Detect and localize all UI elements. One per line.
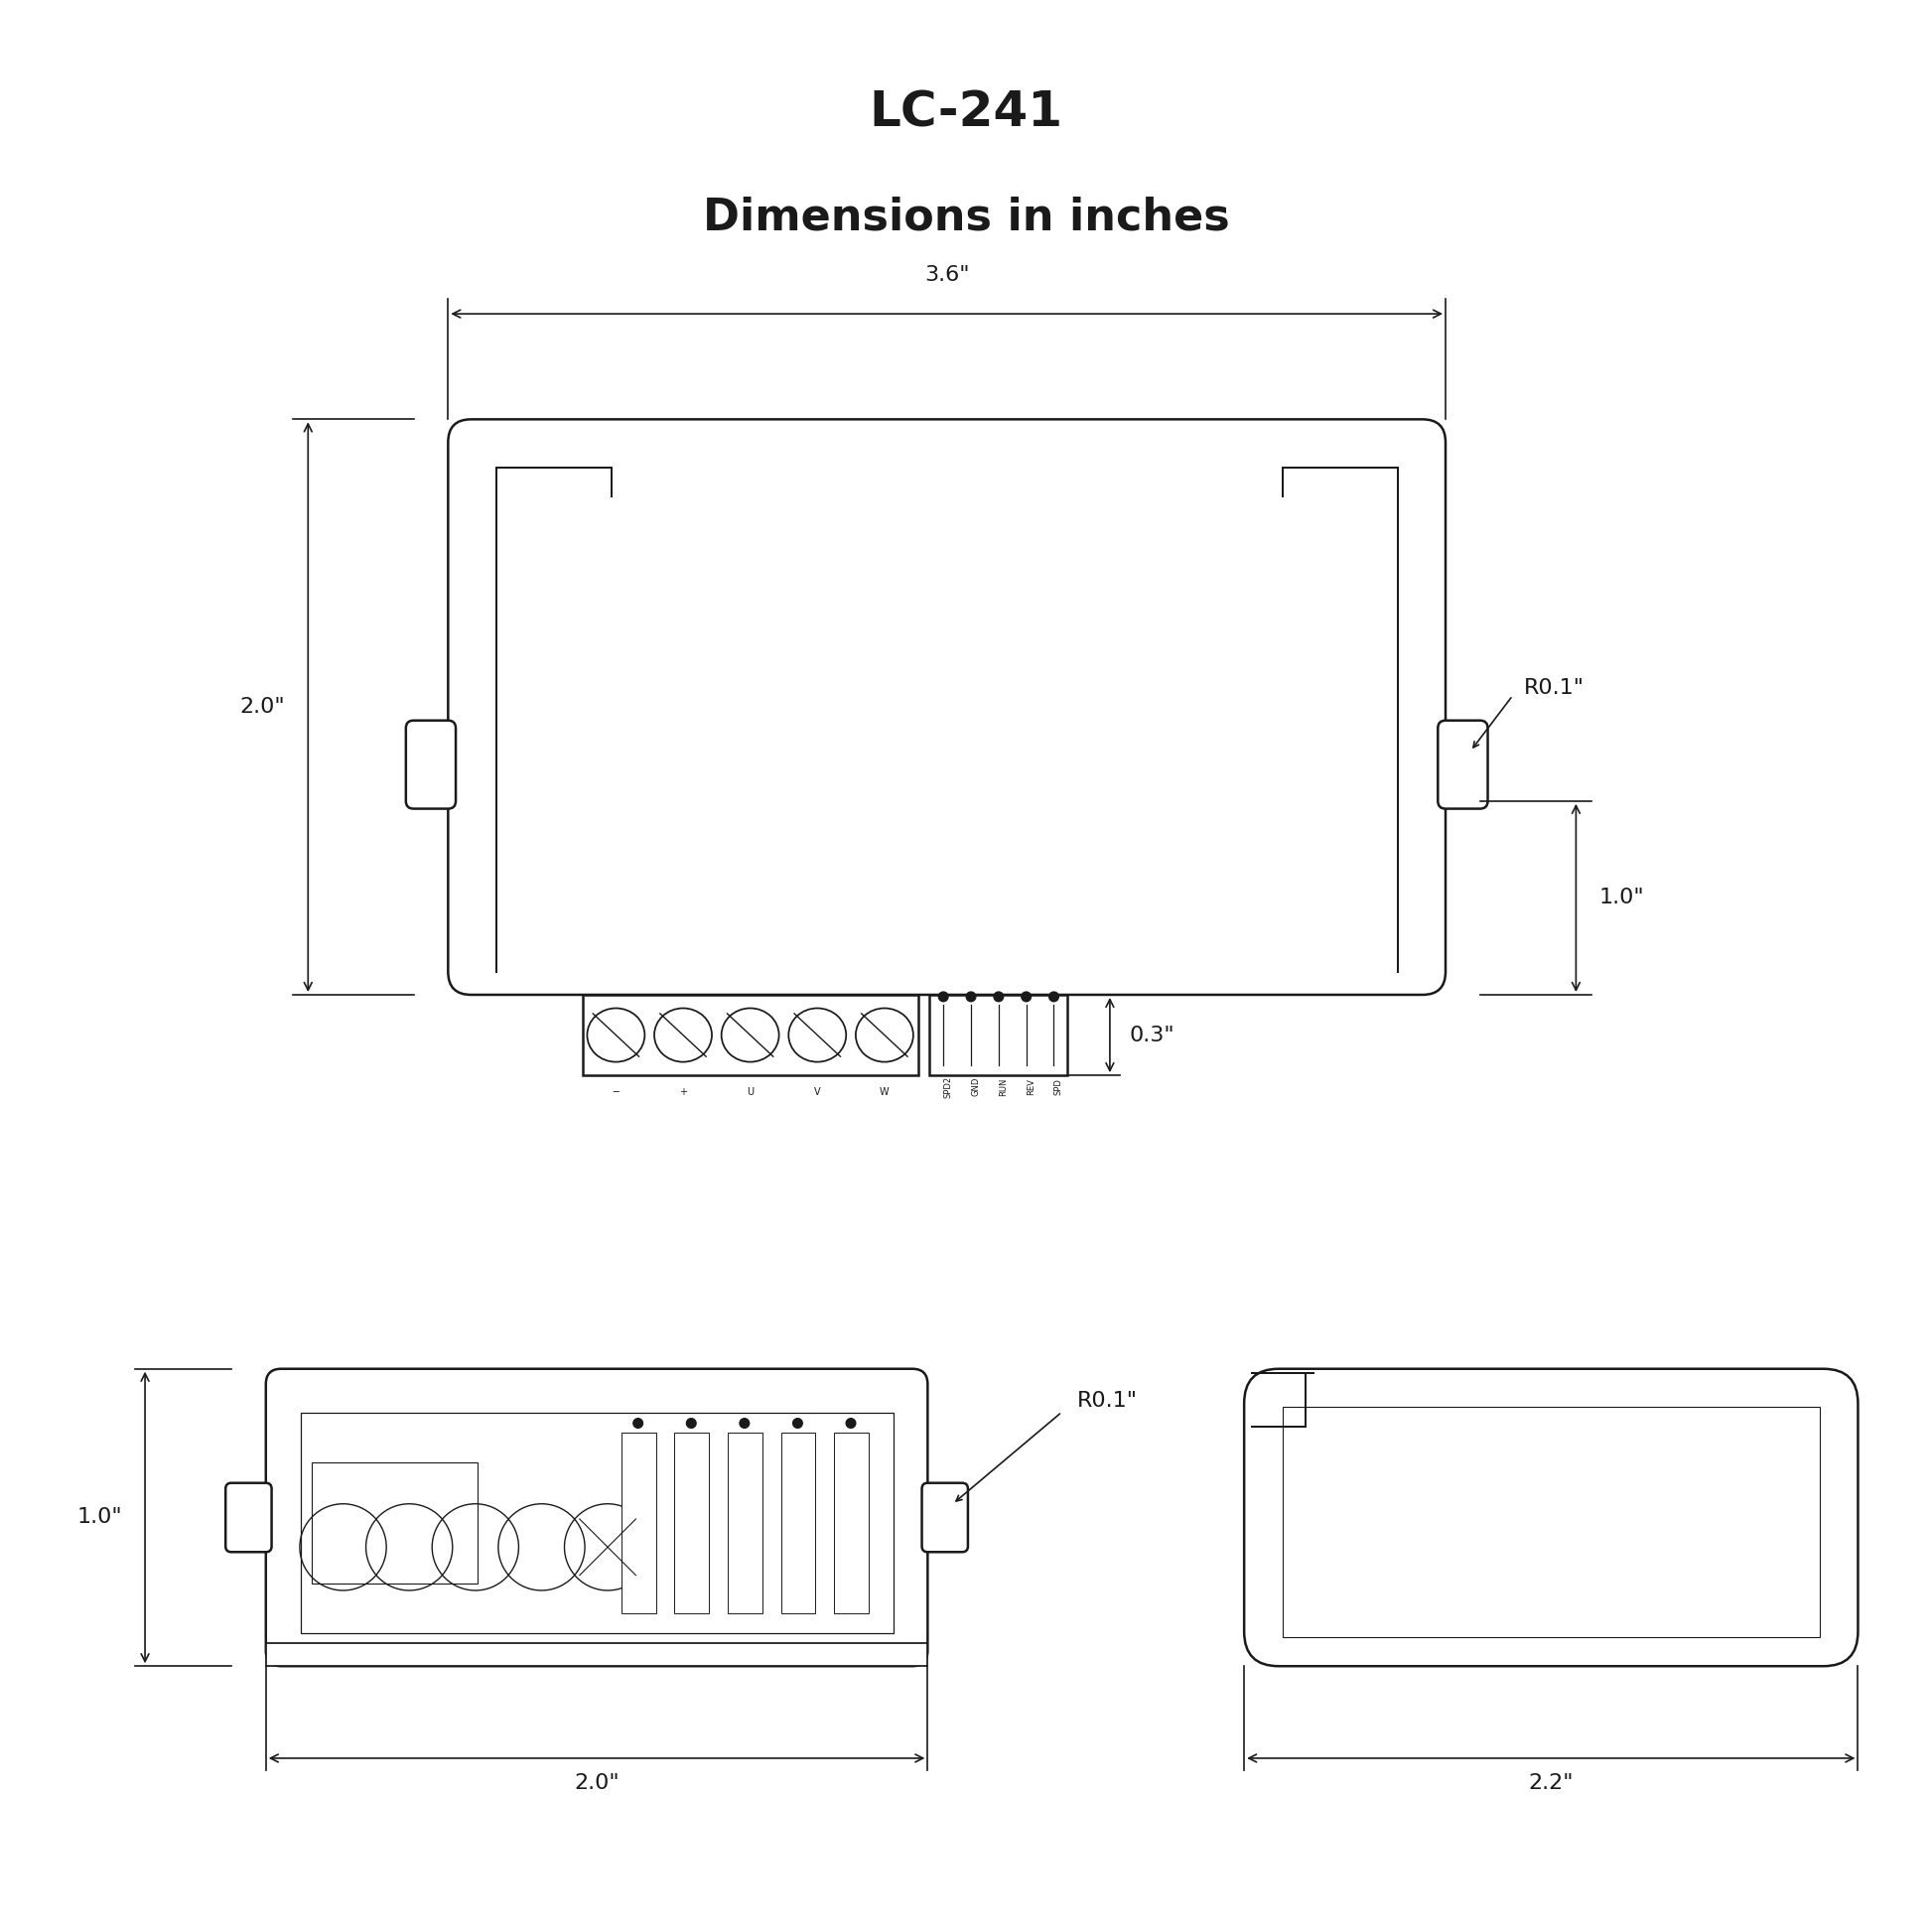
Circle shape xyxy=(966,991,976,1001)
Circle shape xyxy=(686,1418,696,1428)
Bar xyxy=(299,1412,893,1634)
Circle shape xyxy=(740,1418,750,1428)
Text: GND: GND xyxy=(972,1078,980,1097)
Ellipse shape xyxy=(587,1009,645,1063)
FancyBboxPatch shape xyxy=(226,1484,272,1551)
Ellipse shape xyxy=(655,1009,711,1063)
Text: 2.2": 2.2" xyxy=(1528,1774,1575,1793)
FancyBboxPatch shape xyxy=(406,721,456,810)
Text: SPD2: SPD2 xyxy=(943,1076,952,1097)
Bar xyxy=(267,1642,927,1665)
Circle shape xyxy=(846,1418,856,1428)
Text: 2.0": 2.0" xyxy=(574,1774,620,1793)
Text: R0.1": R0.1" xyxy=(1078,1391,1138,1410)
PathPatch shape xyxy=(448,419,1445,995)
Bar xyxy=(835,1434,869,1613)
Text: W: W xyxy=(879,1088,889,1097)
Text: 0.3": 0.3" xyxy=(1128,1026,1175,1045)
Text: LC-241: LC-241 xyxy=(869,89,1063,137)
Ellipse shape xyxy=(721,1009,779,1063)
Bar xyxy=(311,1463,477,1584)
Text: RUN: RUN xyxy=(999,1078,1009,1095)
Text: U: U xyxy=(746,1088,753,1097)
Text: REV: REV xyxy=(1026,1078,1036,1095)
Circle shape xyxy=(939,991,949,1001)
Text: 1.0": 1.0" xyxy=(1600,889,1644,908)
Text: 1.0": 1.0" xyxy=(77,1507,122,1528)
Bar xyxy=(622,1434,657,1613)
FancyBboxPatch shape xyxy=(1437,721,1488,810)
Text: SPD: SPD xyxy=(1053,1078,1063,1095)
Text: ─: ─ xyxy=(612,1088,618,1097)
PathPatch shape xyxy=(267,1370,927,1665)
Bar xyxy=(674,1434,709,1613)
Text: V: V xyxy=(813,1088,821,1097)
Bar xyxy=(781,1434,815,1613)
FancyBboxPatch shape xyxy=(922,1484,968,1551)
Bar xyxy=(582,995,918,1076)
Text: Dimensions in inches: Dimensions in inches xyxy=(703,197,1229,240)
Bar xyxy=(728,1434,763,1613)
Text: +: + xyxy=(678,1088,688,1097)
Circle shape xyxy=(993,991,1003,1001)
Bar xyxy=(929,995,1068,1076)
Text: 2.0": 2.0" xyxy=(240,697,286,717)
Circle shape xyxy=(634,1418,643,1428)
Circle shape xyxy=(1049,991,1059,1001)
Ellipse shape xyxy=(856,1009,914,1063)
Circle shape xyxy=(1022,991,1032,1001)
Text: R0.1": R0.1" xyxy=(1524,678,1584,697)
PathPatch shape xyxy=(1244,1370,1859,1665)
Text: 3.6": 3.6" xyxy=(923,265,970,286)
Ellipse shape xyxy=(788,1009,846,1063)
Circle shape xyxy=(792,1418,802,1428)
Bar xyxy=(1283,1406,1820,1638)
